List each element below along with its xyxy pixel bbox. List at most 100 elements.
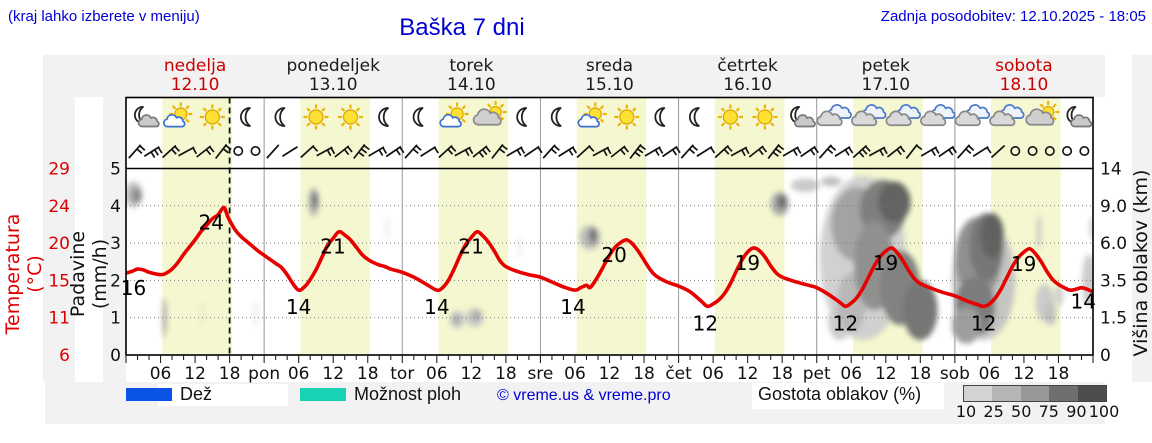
cloud-tick-label: 3.5: [1100, 271, 1127, 291]
temp-label: 14: [1070, 290, 1095, 314]
day-abbr-label: tor: [390, 364, 414, 384]
hour-tick-label: 12: [599, 364, 621, 384]
weather-icon-moon: [516, 107, 528, 127]
wind-calm-icon: [1062, 146, 1073, 157]
wind-barb-icon: [385, 145, 405, 158]
day-name: ponedeljek: [286, 56, 380, 76]
weather-icon-cloud-sun: [472, 101, 507, 126]
daylight-band: [714, 97, 785, 355]
temp-label: 19: [1011, 252, 1036, 276]
cloud-blob: [137, 191, 142, 201]
weather-icon-sun: [303, 104, 329, 130]
hour-tick-label: 18: [1048, 364, 1070, 384]
wind-barb-icon: [629, 143, 647, 160]
weather-icon-moon: [550, 107, 562, 127]
weather-icon-moon: [274, 107, 286, 127]
wind-barb-icon: [178, 146, 198, 157]
temp-label: 14: [560, 295, 585, 319]
cloud-blob: [980, 213, 1004, 259]
hour-tick-label: 06: [840, 364, 862, 384]
wind-barb-icon: [868, 146, 888, 157]
hour-tick-label: 06: [426, 364, 448, 384]
day-date: 18.10: [999, 75, 1049, 95]
weather-icon-sun-cloud: [577, 102, 607, 128]
cloud-density-scale: [963, 385, 1107, 402]
weather-icon-clouds: [920, 104, 956, 127]
cloud-blob: [592, 230, 596, 239]
weather-icon-clouds: [989, 104, 1025, 127]
wind-barb-icon: [558, 146, 578, 157]
wind-barb-icon: [680, 144, 698, 159]
hour-tick-label: 18: [495, 364, 517, 384]
cloud-blob: [519, 235, 521, 259]
weather-icon-moon-cloud: [134, 106, 160, 128]
day-name: sreda: [585, 56, 634, 76]
wind-barb-icon: [662, 145, 681, 158]
cloud-blob: [473, 310, 480, 322]
cloud-tick-label: 1.5: [1100, 309, 1127, 329]
hour-tick-label: 06: [288, 364, 310, 384]
wind-barb-icon: [920, 146, 940, 157]
cloud-blob: [255, 300, 257, 328]
cloud-blob: [162, 297, 166, 339]
day-date: 12.10: [170, 75, 220, 95]
cloud-blob: [201, 302, 204, 326]
wind-barb-icon: [143, 146, 163, 158]
cloud-blob: [386, 217, 389, 239]
showers-swatch: [300, 388, 346, 401]
wind-barb-icon: [316, 146, 336, 157]
daylight-band: [300, 97, 371, 355]
day-name: četrtek: [717, 56, 778, 76]
cloud-blob: [878, 181, 911, 223]
hour-tick-label: 12: [737, 364, 759, 384]
day-name: torek: [449, 56, 494, 76]
daylight-band: [162, 97, 232, 355]
weather-icon-clouds: [885, 104, 921, 127]
density-tick-label: 25: [983, 402, 1004, 421]
hour-tick-label: 06: [150, 364, 172, 384]
wind-barb-icon: [162, 144, 181, 159]
hour-tick-label: 18: [357, 364, 379, 384]
weather-icon-sun: [717, 104, 743, 130]
density-tick-label: 10: [955, 402, 977, 421]
day-date: 14.10: [447, 75, 496, 95]
weather-icon-clouds: [954, 104, 991, 127]
day-name: nedelja: [163, 56, 227, 76]
hour-tick-label: 18: [771, 364, 793, 384]
cloud-tick-label: 0: [1100, 346, 1111, 366]
cloud-blob: [314, 194, 317, 203]
hour-tick-label: 18: [910, 364, 932, 384]
cloud-blob: [1044, 302, 1057, 326]
wind-barb-icon: [420, 146, 439, 157]
wind-barb-icon: [438, 144, 457, 159]
wind-barb-icon: [767, 143, 785, 160]
wind-calm-icon: [1044, 146, 1055, 157]
temp-axis-band: [43, 55, 75, 382]
temp-label: 24: [199, 210, 224, 234]
day-abbr-label: pon: [248, 364, 280, 384]
wind-barb-icon: [491, 143, 508, 160]
cloud-axis-band: [1132, 55, 1152, 382]
day-abbr-label: sob: [940, 364, 970, 384]
day-date: 17.10: [861, 75, 911, 95]
showers-label: Možnost ploh: [354, 384, 462, 404]
cloud-tick-label: 9.0: [1100, 197, 1127, 217]
last-update: Zadnja posodobitev: 12.10.2025 - 18:05: [880, 8, 1146, 25]
wind-barb-icon: [196, 145, 215, 158]
cloud-density-label: Gostota oblakov (%): [758, 384, 922, 404]
temp-label: 14: [286, 295, 311, 319]
weather-icon-moon: [688, 107, 700, 127]
wind-barb-icon: [800, 145, 819, 158]
temp-tick-label: 20: [48, 234, 70, 254]
rain-label: Dež: [180, 384, 213, 404]
wind-barb-icon: [972, 146, 992, 157]
temp-label: 21: [458, 235, 483, 259]
temp-tick-label: 24: [48, 197, 70, 217]
cloud-blob: [903, 280, 938, 341]
day-abbr-label: sre: [527, 364, 553, 384]
copyright-link[interactable]: © vreme.us & vreme.pro: [497, 387, 671, 404]
weather-icon-sun: [199, 104, 225, 130]
wind-barb-icon: [542, 144, 560, 159]
